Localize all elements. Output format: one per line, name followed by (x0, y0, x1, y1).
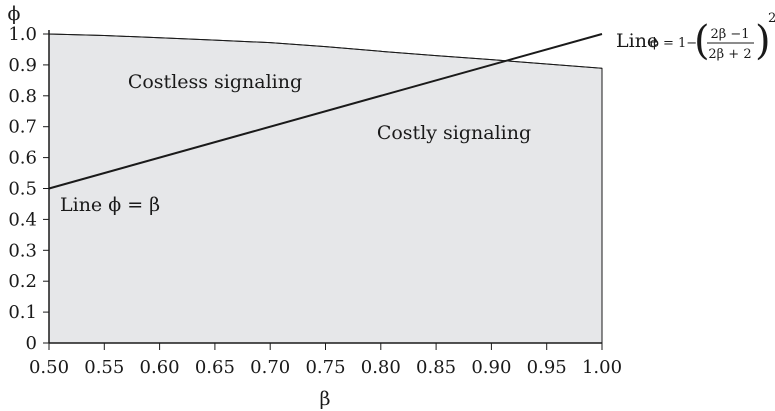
x-tick-label: 0.70 (250, 357, 290, 378)
y-tick-label: 0.4 (8, 209, 37, 230)
x-tick-label: 0.55 (84, 357, 124, 378)
formula-exponent: 2 (768, 11, 775, 26)
formula-denominator: 2β + 2 (708, 47, 751, 62)
curve-label-prefix: Line (616, 30, 658, 52)
line-label-phi-equals-beta: Line ϕ = β (60, 194, 160, 216)
y-tick-label: 0.5 (8, 179, 37, 200)
y-tick-label: 0.7 (8, 117, 37, 138)
x-tick-label: 0.60 (140, 357, 180, 378)
x-tick-label: 0.65 (195, 357, 235, 378)
x-tick-label: 0.50 (29, 357, 69, 378)
y-tick-label: 0.6 (8, 148, 37, 169)
curve-boundary-line (48, 33, 603, 69)
region-label-costly: Costly signaling (377, 122, 531, 144)
formula-lhs: ϕ = 1− (650, 36, 697, 51)
formula-right-paren: ) (755, 18, 771, 64)
region-label-costless: Costless signaling (128, 71, 302, 93)
curve-formula-label: Line ϕ = 1− ( 2β −1 2β + 2 ) 2 (616, 11, 775, 64)
diagonal-line-phi-equals-beta (48, 33, 603, 190)
x-tick-label: 0.80 (361, 357, 401, 378)
y-axis-label: ϕ (8, 3, 21, 25)
y-tick-label: 0.2 (8, 271, 37, 292)
x-tick-label: 0.75 (305, 357, 345, 378)
x-tick-label: 0.85 (416, 357, 456, 378)
x-tick-label: 0.90 (471, 357, 511, 378)
x-axis-label: β (320, 388, 331, 410)
x-tick-label: 1.00 (582, 357, 622, 378)
y-tick-label: 0.8 (8, 86, 37, 107)
y-tick-label: 0 (26, 333, 37, 354)
formula-left-paren: ( (694, 18, 710, 64)
y-axis-ticks: 0 0.1 0.2 0.3 0.4 0.5 0.6 0.7 0.8 0.9 1.0 (8, 24, 49, 354)
x-axis-ticks: 0.50 0.55 0.60 0.65 0.70 0.75 0.80 0.85 0.90 0.95… (29, 343, 622, 378)
y-tick-label: 0.1 (8, 302, 37, 323)
y-tick-label: 1.0 (8, 24, 37, 45)
x-tick-label: 0.95 (527, 357, 567, 378)
formula-numerator: 2β −1 (710, 27, 749, 42)
y-tick-label: 0.9 (8, 55, 37, 76)
y-tick-label: 0.3 (8, 240, 37, 261)
